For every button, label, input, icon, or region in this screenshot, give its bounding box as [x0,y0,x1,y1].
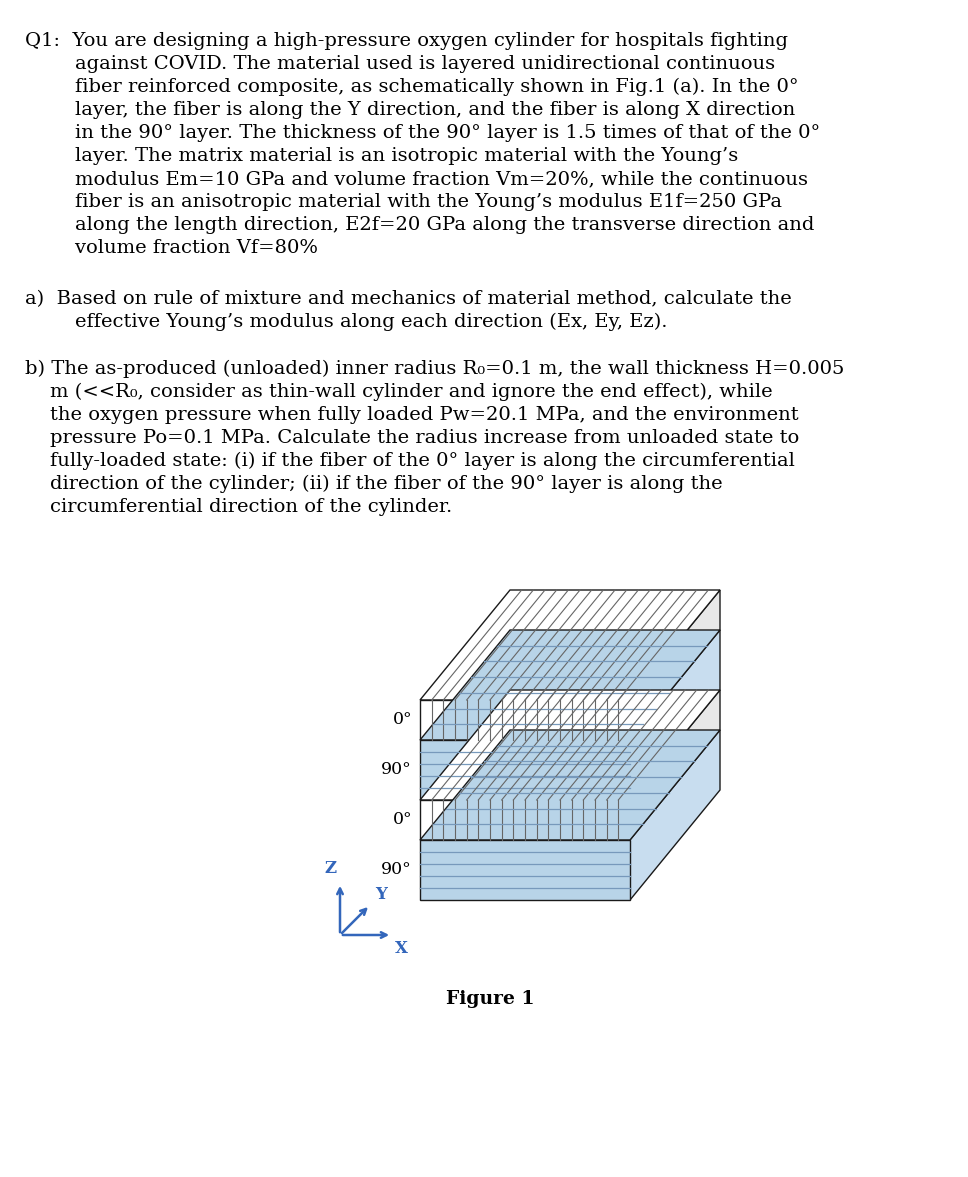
Text: fully-loaded state: (i) if the fiber of the 0° layer is along the circumferentia: fully-loaded state: (i) if the fiber of … [25,452,795,471]
Polygon shape [630,630,720,800]
Text: layer. The matrix material is an isotropic material with the Young’s: layer. The matrix material is an isotrop… [25,147,739,165]
Text: Z: Z [325,860,337,877]
Text: 90°: 90° [381,762,412,778]
Polygon shape [420,700,630,740]
Polygon shape [420,840,630,900]
Text: Y: Y [375,886,387,903]
Polygon shape [420,630,720,740]
Text: the oxygen pressure when fully loaded Pw=20.1 MPa, and the environment: the oxygen pressure when fully loaded Pw… [25,406,799,424]
Text: Figure 1: Figure 1 [445,990,534,1008]
Polygon shape [630,690,720,840]
Text: layer, the fiber is along the Y direction, and the fiber is along X direction: layer, the fiber is along the Y directio… [25,101,796,119]
Text: m (<<R₀, consider as thin-wall cylinder and ignore the end effect), while: m (<<R₀, consider as thin-wall cylinder … [25,383,772,401]
Text: direction of the cylinder; (ii) if the fiber of the 90° layer is along the: direction of the cylinder; (ii) if the f… [25,476,723,493]
Polygon shape [630,730,720,900]
Text: against COVID. The material used is layered unidirectional continuous: against COVID. The material used is laye… [25,55,775,73]
Polygon shape [420,590,720,700]
Text: Q1:  You are designing a high-pressure oxygen cylinder for hospitals fighting: Q1: You are designing a high-pressure ox… [25,32,788,49]
Text: fiber reinforced composite, as schematically shown in Fig.1 (a). In the 0°: fiber reinforced composite, as schematic… [25,78,799,97]
Text: 0°: 0° [392,712,412,729]
Text: pressure Po=0.1 MPa. Calculate the radius increase from unloaded state to: pressure Po=0.1 MPa. Calculate the radiu… [25,428,800,447]
Text: circumferential direction of the cylinder.: circumferential direction of the cylinde… [25,498,452,516]
Text: along the length direction, E2f=20 GPa along the transverse direction and: along the length direction, E2f=20 GPa a… [25,217,814,234]
Polygon shape [420,800,630,840]
Text: in the 90° layer. The thickness of the 90° layer is 1.5 times of that of the 0°: in the 90° layer. The thickness of the 9… [25,124,820,142]
Text: 0°: 0° [392,811,412,829]
Polygon shape [420,690,720,800]
Text: effective Young’s modulus along each direction (Ex, Ey, Ez).: effective Young’s modulus along each dir… [25,313,668,331]
Polygon shape [420,740,630,800]
Text: volume fraction Vf=80%: volume fraction Vf=80% [25,239,318,257]
Text: b) The as-produced (unloaded) inner radius R₀=0.1 m, the wall thickness H=0.005: b) The as-produced (unloaded) inner radi… [25,360,844,378]
Text: fiber is an anisotropic material with the Young’s modulus E1f=250 GPa: fiber is an anisotropic material with th… [25,193,782,211]
Text: X: X [395,940,408,957]
Text: 90°: 90° [381,862,412,878]
Text: modulus Em=10 GPa and volume fraction Vm=20%, while the continuous: modulus Em=10 GPa and volume fraction Vm… [25,169,808,188]
Text: a)  Based on rule of mixture and mechanics of material method, calculate the: a) Based on rule of mixture and mechanic… [25,290,792,308]
Polygon shape [420,730,720,840]
Polygon shape [630,590,720,740]
